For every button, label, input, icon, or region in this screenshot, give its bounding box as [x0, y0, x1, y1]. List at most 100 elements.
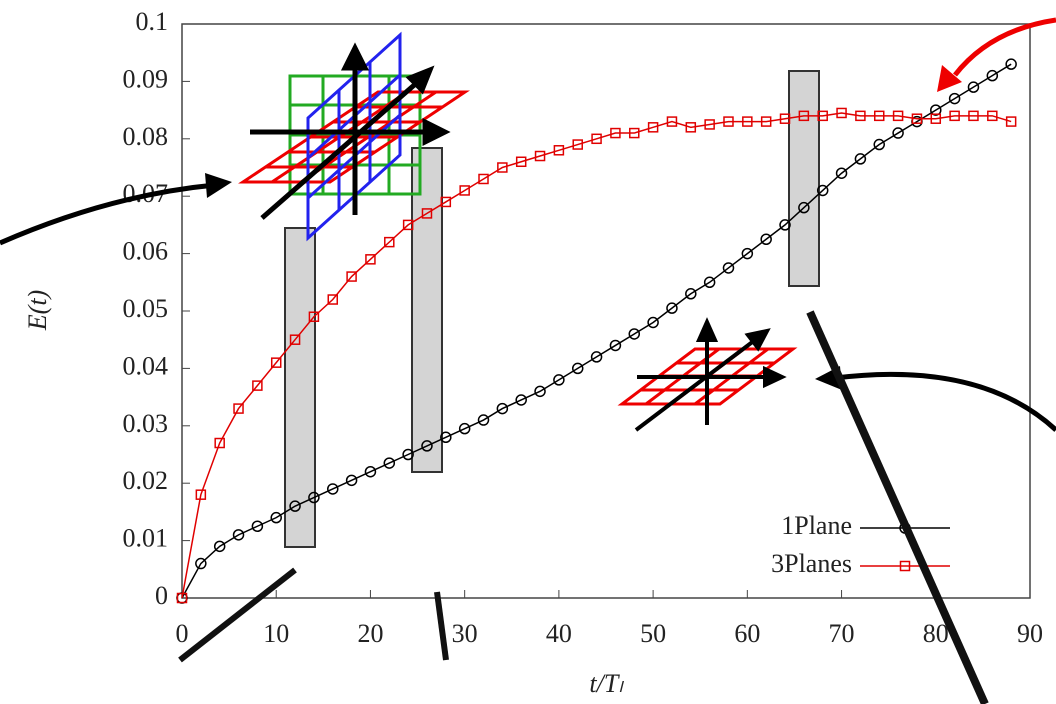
marker [553, 374, 565, 386]
y-tick-label: 0.01 [123, 524, 169, 553]
x-tick-label: 10 [263, 619, 289, 648]
marker [685, 122, 697, 133]
arrowhead [205, 173, 232, 198]
marker [873, 138, 885, 151]
marker [364, 465, 377, 478]
marker [270, 511, 282, 524]
marker [835, 167, 848, 179]
y-tick-label: 0.05 [123, 294, 169, 323]
marker [384, 236, 395, 248]
marker [817, 110, 828, 122]
marker [289, 500, 301, 512]
three-plane-icon [238, 31, 470, 242]
marker [986, 69, 999, 82]
legend-label: 1Plane [781, 511, 852, 540]
y-axis-label: E(t) [23, 290, 52, 331]
axes-arrows [634, 317, 787, 432]
marker [534, 150, 546, 162]
marker [892, 110, 904, 122]
series-line [181, 63, 1012, 599]
x-tick-label: 40 [546, 619, 572, 648]
marker [722, 262, 735, 274]
marker [251, 520, 264, 532]
marker [1005, 58, 1017, 70]
marker [590, 351, 603, 363]
marker [742, 116, 753, 127]
marker [647, 122, 659, 133]
marker [703, 276, 716, 289]
marker [968, 110, 979, 122]
marker [214, 437, 225, 449]
marker [327, 483, 339, 495]
marker [402, 219, 414, 231]
one-plane-icon [617, 317, 798, 432]
marker [421, 208, 433, 219]
marker [685, 288, 697, 300]
marker [458, 422, 471, 435]
marker [704, 119, 715, 130]
marker [723, 116, 734, 127]
marker [629, 127, 640, 139]
marker [308, 491, 320, 504]
y-tick-label: 0.03 [123, 409, 169, 438]
marker [647, 316, 659, 329]
x-axis-label: t/Tₗ [589, 669, 624, 698]
marker [798, 201, 810, 214]
y-tick-label: 0.04 [123, 351, 169, 380]
marker [365, 254, 376, 265]
marker [195, 557, 207, 570]
y-tick-label: 0.1 [136, 7, 169, 36]
marker [176, 592, 188, 604]
marker [402, 448, 414, 461]
marker [308, 311, 320, 322]
marker [666, 116, 678, 127]
marker [930, 104, 942, 116]
line-stroke [434, 591, 449, 661]
legend-label: 3Planes [771, 549, 852, 578]
y-tick-label: 0.02 [123, 466, 169, 495]
legend-marker [899, 560, 911, 572]
marker [741, 247, 754, 260]
line-stroke [806, 310, 989, 704]
marker [1005, 116, 1017, 127]
marker [233, 403, 244, 414]
marker [967, 81, 980, 93]
marker [515, 156, 527, 168]
marker [798, 110, 810, 122]
y-tick-label: 0 [155, 581, 168, 610]
marker [515, 394, 527, 406]
marker [477, 414, 490, 426]
highlight-boxes [284, 70, 820, 548]
marker [591, 133, 602, 145]
x-tick-label: 30 [452, 619, 478, 648]
marker [213, 540, 226, 553]
marker [534, 385, 546, 398]
highlight-box [411, 147, 443, 473]
marker [496, 402, 509, 415]
marker [911, 113, 923, 124]
y-tick-label: 0.06 [123, 237, 169, 266]
marker [421, 440, 433, 452]
axes-arrows [250, 42, 451, 220]
marker [760, 233, 772, 245]
marker [836, 107, 847, 119]
line-stroke [178, 567, 297, 663]
marker [346, 271, 357, 282]
highlight-box [788, 70, 820, 287]
marker [478, 173, 489, 185]
x-tick-label: 70 [829, 619, 855, 648]
arrowhead [937, 65, 962, 92]
marker [779, 113, 791, 124]
marker [666, 302, 678, 314]
marker [252, 380, 263, 391]
y-tick-label: 0.08 [123, 122, 169, 151]
marker [854, 153, 867, 165]
marker [497, 162, 508, 173]
marker [948, 92, 961, 105]
marker [610, 127, 621, 139]
x-tick-label: 50 [640, 619, 666, 648]
marker [327, 294, 339, 305]
marker [873, 110, 885, 122]
x-tick-label: 80 [923, 619, 949, 648]
